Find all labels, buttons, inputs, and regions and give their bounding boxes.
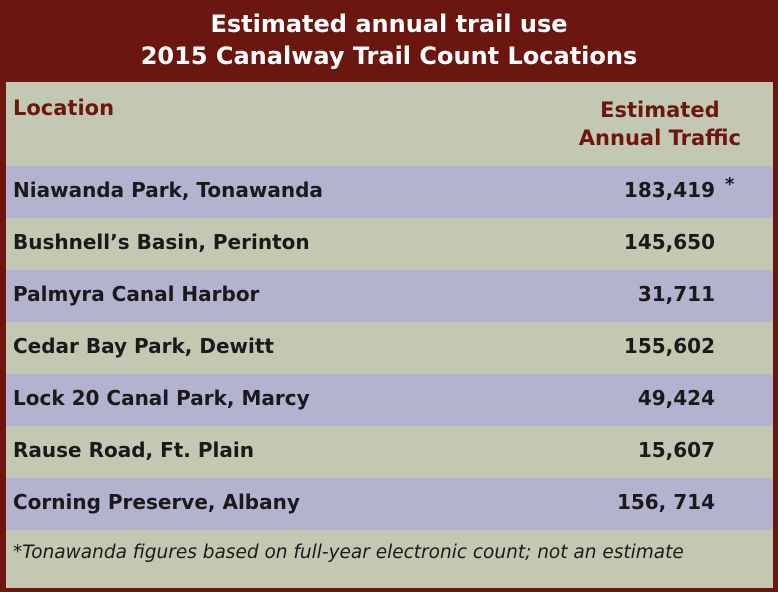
column-header-location: Location bbox=[13, 96, 115, 120]
table-row: Lock 20 Canal Park, Marcy 49,424 bbox=[6, 374, 773, 426]
footnote-text: *Tonawanda figures based on full-year el… bbox=[13, 542, 684, 563]
row-location: Niawanda Park, Tonawanda bbox=[13, 178, 323, 202]
trail-use-table: Location Estimated Annual Traffic Niawan… bbox=[6, 82, 773, 588]
row-traffic: 15,607 bbox=[637, 438, 715, 462]
table-row: Cedar Bay Park, Dewitt 155,602 bbox=[6, 322, 773, 374]
row-traffic: 49,424 bbox=[637, 386, 715, 410]
table-footnote: *Tonawanda figures based on full-year el… bbox=[6, 530, 773, 588]
row-location: Rause Road, Ft. Plain bbox=[13, 438, 254, 462]
column-header-traffic: Estimated Annual Traffic bbox=[579, 96, 741, 152]
title-line-1: Estimated annual trail use bbox=[210, 10, 568, 38]
table-row: Niawanda Park, Tonawanda 183,419 * bbox=[6, 166, 773, 218]
row-location: Bushnell’s Basin, Perinton bbox=[13, 230, 310, 254]
table-row: Bushnell’s Basin, Perinton 145,650 bbox=[6, 218, 773, 270]
row-location: Palmyra Canal Harbor bbox=[13, 282, 260, 306]
row-traffic: 183,419 bbox=[623, 178, 715, 202]
column-header-traffic-line-2: Annual Traffic bbox=[578, 126, 741, 150]
table-row: Palmyra Canal Harbor 31,711 bbox=[6, 270, 773, 322]
table-title: Estimated annual trail use 2015 Canalway… bbox=[0, 0, 778, 82]
row-traffic: 156, 714 bbox=[616, 490, 715, 514]
row-traffic: 31,711 bbox=[637, 282, 715, 306]
row-location: Corning Preserve, Albany bbox=[13, 490, 300, 514]
row-traffic: 145,650 bbox=[623, 230, 715, 254]
row-location: Cedar Bay Park, Dewitt bbox=[13, 334, 274, 358]
table-row: Rause Road, Ft. Plain 15,607 bbox=[6, 426, 773, 478]
row-location: Lock 20 Canal Park, Marcy bbox=[13, 386, 310, 410]
title-line-2: 2015 Canalway Trail Count Locations bbox=[140, 42, 638, 70]
column-header-traffic-line-1: Estimated bbox=[600, 98, 720, 122]
table-row: Corning Preserve, Albany 156, 714 bbox=[6, 478, 773, 530]
footnote-marker: * bbox=[725, 174, 735, 195]
table-header: Location Estimated Annual Traffic bbox=[6, 82, 773, 166]
row-traffic: 155,602 bbox=[623, 334, 715, 358]
